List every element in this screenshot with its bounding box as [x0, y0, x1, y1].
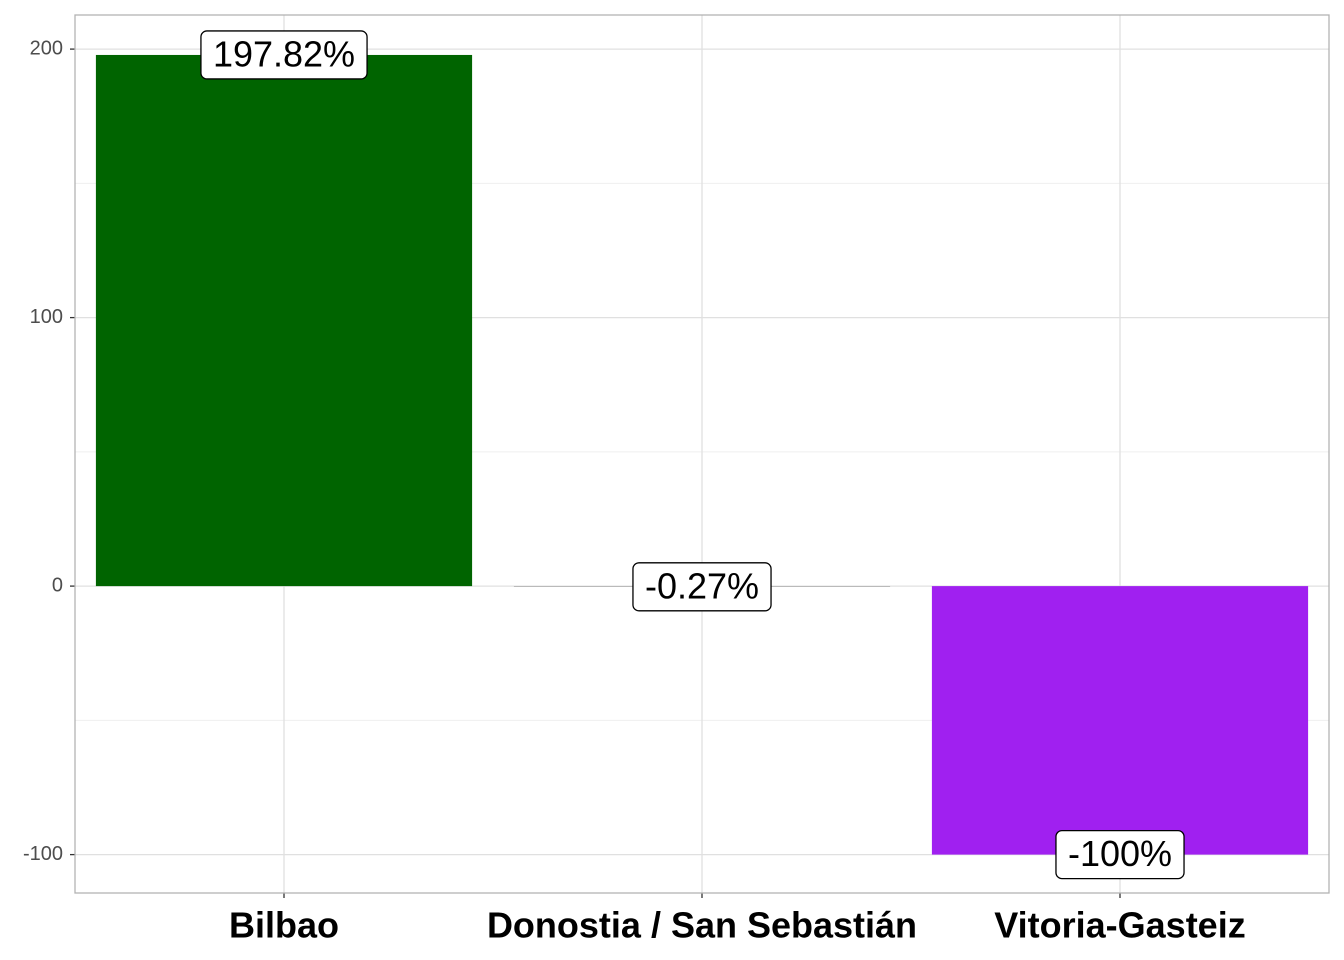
x-tick-label: Vitoria-Gasteiz: [994, 905, 1245, 946]
y-tick-label: 100: [30, 306, 63, 328]
y-tick-label: 0: [52, 574, 63, 596]
x-tick-label: Donostia / San Sebastián: [487, 905, 917, 946]
data-label: -0.27%: [645, 565, 759, 606]
y-tick-label: -100: [23, 843, 63, 865]
bar: [931, 586, 1309, 855]
data-label: 197.82%: [213, 33, 355, 74]
data-label-box: [1055, 829, 1185, 880]
data-label-box: [632, 562, 772, 612]
bar: [95, 54, 473, 587]
data-label: -100%: [1068, 833, 1172, 874]
y-tick-label: 200: [30, 37, 63, 59]
x-tick-label: Bilbao: [229, 905, 339, 946]
data-label-box: [200, 30, 368, 80]
panel-border: [74, 14, 1330, 894]
